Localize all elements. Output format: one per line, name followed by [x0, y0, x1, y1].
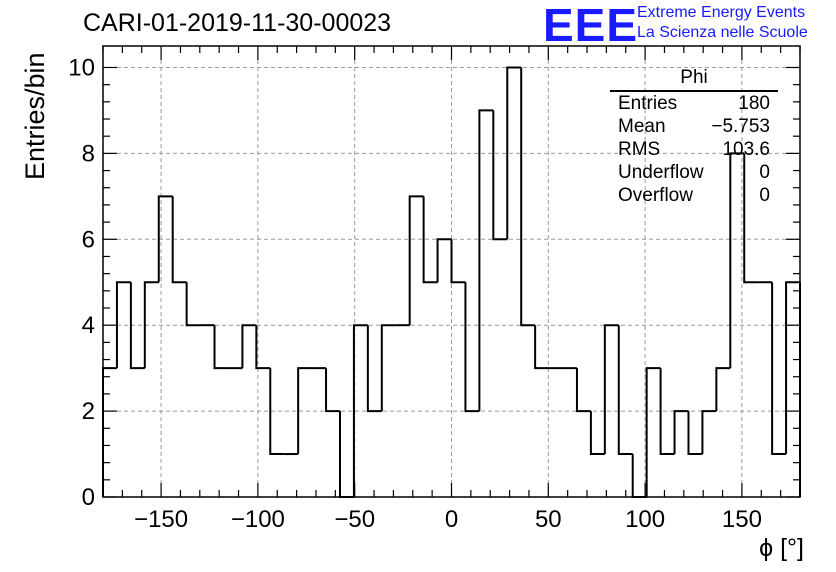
y-tick-label: 10: [68, 54, 95, 81]
x-tick-label: 0: [445, 506, 458, 533]
stats-label: Underflow: [618, 162, 704, 183]
histogram-bin: [464, 282, 480, 413]
histogram-bin: [659, 368, 675, 456]
histogram-bin: [213, 325, 229, 370]
histogram-bin: [129, 282, 145, 370]
y-tick-label: 0: [82, 484, 95, 511]
histogram-bin: [352, 324, 368, 497]
x-axis-label: ϕ [°]: [759, 534, 804, 562]
stats-box: Phi Entries 180 Mean −5.753 RMS 103.6 Un…: [610, 67, 778, 207]
histogram-bin: [687, 411, 703, 456]
histogram-bin: [715, 367, 731, 412]
stats-label: Overflow: [618, 185, 693, 206]
histogram-bin: [185, 282, 201, 327]
stats-label: Mean: [618, 116, 666, 137]
histogram-bin: [617, 325, 633, 456]
stats-title: Phi: [610, 67, 778, 92]
histogram-bin: [520, 67, 536, 327]
histogram-bin: [269, 368, 285, 456]
x-tick-label: −150: [134, 506, 188, 533]
stats-value: 180: [738, 93, 770, 114]
histogram-bin: [729, 152, 745, 369]
chart-title: CARI-01-2019-11-30-00023: [83, 9, 392, 37]
histogram-bin: [603, 324, 619, 455]
histogram-bin: [673, 410, 689, 455]
stats-row-rms: RMS 103.6: [610, 138, 778, 161]
histogram-bin: [534, 325, 550, 370]
histogram-bin: [297, 367, 313, 455]
eee-logo-mark: EEE: [543, 0, 639, 51]
stats-row-mean: Mean −5.753: [610, 115, 778, 138]
histogram-bin: [478, 109, 494, 412]
histogram-bin: [102, 367, 117, 497]
histogram-bin: [450, 239, 466, 284]
histogram-bin: [380, 324, 396, 412]
histogram-bin: [743, 153, 759, 284]
y-tick-label: 8: [82, 140, 95, 167]
stats-value: 0: [759, 185, 770, 206]
histogram-bin: [645, 367, 661, 497]
histogram-bin: [366, 325, 382, 413]
histogram-bin: [255, 325, 271, 370]
logo-line-2: La Scienza nelle Scuole: [637, 24, 808, 41]
stats-row-entries: Entries 180: [610, 92, 778, 115]
histogram-bin: [785, 281, 800, 455]
histogram-bin: [422, 196, 438, 284]
histogram-bin: [171, 196, 187, 284]
histogram-bin: [408, 195, 424, 326]
x-tick-label: −50: [334, 506, 375, 533]
x-tick-label: 100: [625, 506, 665, 533]
x-tick-label: 50: [535, 506, 562, 533]
histogram-bin: [157, 195, 173, 283]
y-tick-label: 2: [82, 398, 95, 425]
y-tick-label: 4: [82, 312, 95, 339]
histogram-bin: [771, 282, 787, 456]
x-tick-label: 150: [722, 506, 762, 533]
histogram-bin: [506, 66, 522, 240]
histogram-bin: [241, 324, 257, 369]
stats-label: Entries: [618, 93, 678, 114]
histogram-bin: [589, 411, 605, 456]
x-tick-label: −100: [231, 506, 285, 533]
histogram-bin: [338, 411, 354, 498]
stats-value: 0: [759, 162, 770, 183]
y-axis-label: Entries/bin: [20, 52, 50, 180]
histogram-bin: [436, 238, 452, 283]
histogram-bin: [143, 281, 159, 369]
stats-label: RMS: [618, 139, 661, 160]
stats-value: 103.6: [722, 139, 770, 160]
histogram-bin: [575, 368, 591, 413]
stats-row-overflow: Overflow 0: [610, 184, 778, 207]
histogram-bin: [325, 368, 340, 413]
histogram-bin: [115, 281, 131, 369]
histogram-bin: [492, 110, 508, 241]
stats-value: −5.753: [711, 116, 770, 137]
logo-line-1: Extreme Energy Events: [637, 4, 806, 21]
histogram-bin: [701, 410, 717, 455]
stats-row-underflow: Underflow 0: [610, 161, 778, 184]
y-tick-label: 6: [82, 226, 95, 253]
